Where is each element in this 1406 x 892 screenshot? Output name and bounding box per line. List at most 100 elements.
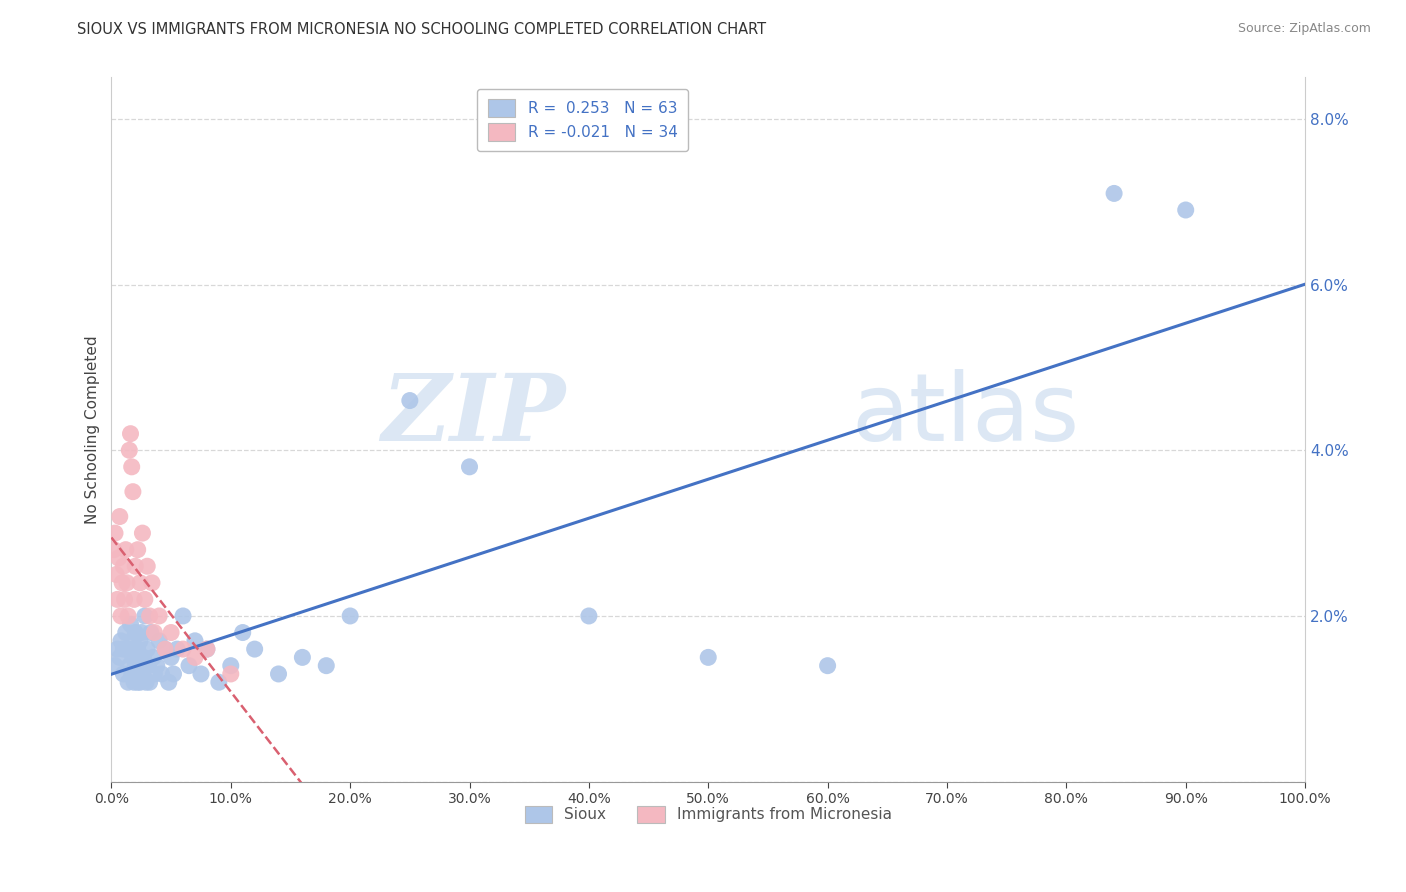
Point	[120, 426, 142, 441]
Point	[112, 559, 135, 574]
Point	[127, 542, 149, 557]
Point	[135, 675, 157, 690]
Point	[134, 609, 156, 624]
Point	[105, 592, 128, 607]
Point	[114, 625, 136, 640]
Point	[1102, 186, 1125, 201]
Point	[398, 393, 420, 408]
Point	[142, 650, 165, 665]
Point	[195, 642, 218, 657]
Point	[697, 650, 720, 665]
Point	[129, 575, 152, 590]
Point	[105, 567, 128, 582]
Point	[108, 650, 131, 665]
Point	[184, 633, 207, 648]
Point	[267, 667, 290, 681]
Point	[114, 542, 136, 557]
Point	[138, 609, 160, 624]
Point	[195, 642, 218, 657]
Point	[108, 509, 131, 524]
Text: SIOUX VS IMMIGRANTS FROM MICRONESIA NO SCHOOLING COMPLETED CORRELATION CHART: SIOUX VS IMMIGRANTS FROM MICRONESIA NO S…	[77, 22, 766, 37]
Point	[122, 633, 145, 648]
Point	[131, 667, 153, 681]
Point	[118, 658, 141, 673]
Point	[134, 592, 156, 607]
Point	[124, 625, 146, 640]
Y-axis label: No Schooling Completed: No Schooling Completed	[86, 335, 100, 524]
Point	[104, 658, 127, 673]
Point	[132, 650, 155, 665]
Point	[148, 609, 170, 624]
Point	[118, 443, 141, 458]
Text: atlas: atlas	[852, 369, 1080, 461]
Point	[122, 650, 145, 665]
Point	[103, 542, 125, 557]
Point	[232, 625, 254, 640]
Point	[110, 633, 132, 648]
Point	[107, 551, 129, 566]
Point	[124, 559, 146, 574]
Point	[138, 658, 160, 673]
Point	[143, 667, 166, 681]
Point	[148, 633, 170, 648]
Point	[219, 658, 242, 673]
Point	[124, 658, 146, 673]
Point	[104, 526, 127, 541]
Point	[111, 575, 134, 590]
Point	[208, 675, 231, 690]
Point	[157, 675, 180, 690]
Point	[817, 658, 839, 673]
Point	[125, 667, 148, 681]
Point	[160, 625, 183, 640]
Point	[122, 675, 145, 690]
Point	[117, 609, 139, 624]
Point	[121, 667, 143, 681]
Point	[128, 650, 150, 665]
Point	[162, 667, 184, 681]
Point	[115, 575, 138, 590]
Point	[122, 484, 145, 499]
Point	[114, 592, 136, 607]
Point	[136, 642, 159, 657]
Point	[146, 658, 169, 673]
Point	[166, 642, 188, 657]
Point	[172, 609, 194, 624]
Legend: Sioux, Immigrants from Micronesia: Sioux, Immigrants from Micronesia	[515, 795, 903, 834]
Point	[127, 675, 149, 690]
Point	[112, 667, 135, 681]
Point	[110, 609, 132, 624]
Point	[243, 642, 266, 657]
Point	[141, 575, 163, 590]
Point	[138, 675, 160, 690]
Point	[219, 667, 242, 681]
Point	[160, 650, 183, 665]
Point	[139, 625, 162, 640]
Point	[129, 633, 152, 648]
Point	[136, 559, 159, 574]
Point	[120, 642, 142, 657]
Point	[339, 609, 361, 624]
Point	[117, 675, 139, 690]
Point	[190, 667, 212, 681]
Point	[458, 459, 481, 474]
Point	[315, 658, 337, 673]
Point	[172, 642, 194, 657]
Point	[150, 667, 173, 681]
Point	[131, 526, 153, 541]
Point	[153, 642, 176, 657]
Point	[143, 625, 166, 640]
Point	[177, 658, 200, 673]
Point	[121, 459, 143, 474]
Point	[578, 609, 600, 624]
Point	[129, 625, 152, 640]
Point	[1174, 202, 1197, 217]
Point	[153, 642, 176, 657]
Point	[127, 642, 149, 657]
Point	[129, 658, 152, 673]
Text: ZIP: ZIP	[381, 370, 565, 460]
Point	[291, 650, 314, 665]
Point	[122, 592, 145, 607]
Point	[112, 642, 135, 657]
Point	[129, 675, 152, 690]
Point	[120, 617, 142, 632]
